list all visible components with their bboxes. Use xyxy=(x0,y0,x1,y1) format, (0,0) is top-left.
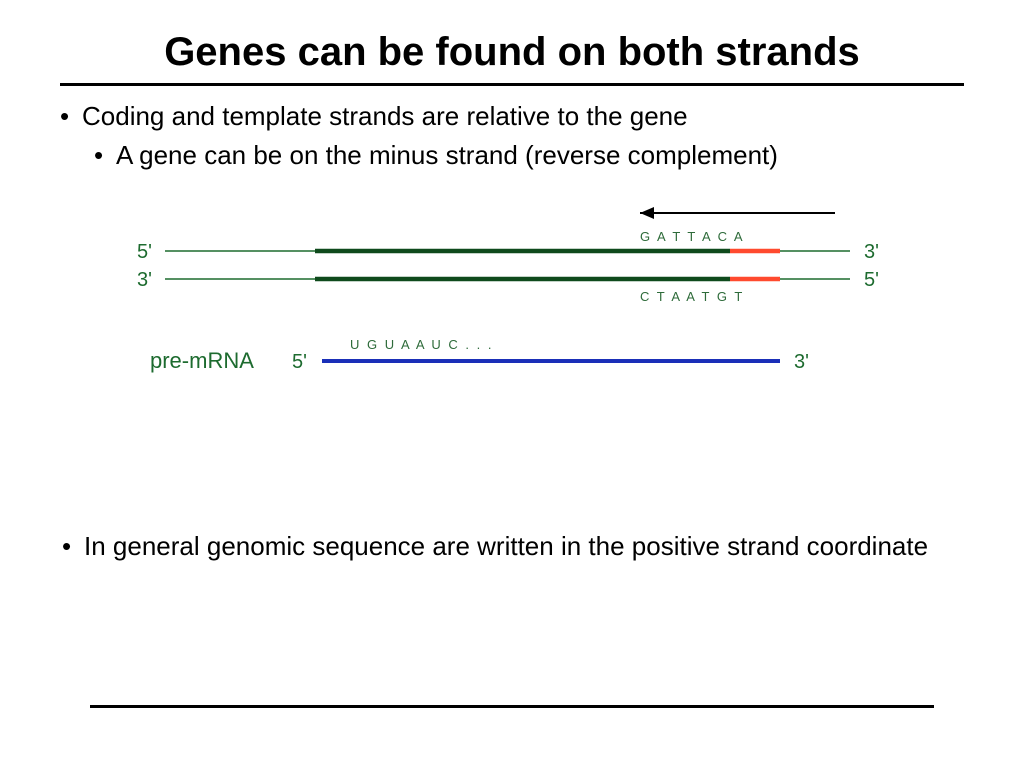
svg-text:G A T T A C A: G A T T A C A xyxy=(640,229,745,244)
svg-text:5': 5' xyxy=(137,241,152,263)
diagram-svg: G A T T A C A 5' 3' 3' 5' C T A A T G T pre-mR… xyxy=(60,191,960,411)
title-rule xyxy=(60,83,964,86)
svg-text:5': 5' xyxy=(292,351,307,373)
slide-title: Genes can be found on both strands xyxy=(60,30,964,75)
bullet-list: Coding and template strands are relative… xyxy=(60,100,964,171)
svg-text:pre-mRNA: pre-mRNA xyxy=(150,348,254,373)
svg-text:C T A A T G T: C T A A T G T xyxy=(640,289,744,304)
bottom-rule xyxy=(90,705,934,708)
bullet-3: In general genomic sequence are written … xyxy=(62,530,964,563)
strand-diagram: G A T T A C A 5' 3' 3' 5' C T A A T G T pre-mR… xyxy=(60,191,964,411)
svg-text:3': 3' xyxy=(864,241,879,263)
svg-text:5': 5' xyxy=(864,269,879,291)
svg-text:3': 3' xyxy=(137,269,152,291)
bullet-2: A gene can be on the minus strand (rever… xyxy=(94,139,964,172)
svg-text:3': 3' xyxy=(794,351,809,373)
bullet-3-wrap: In general genomic sequence are written … xyxy=(62,530,964,563)
bullet-1: Coding and template strands are relative… xyxy=(60,100,964,133)
svg-text:U G U A A U C . . .: U G U A A U C . . . xyxy=(350,337,493,352)
slide: Genes can be found on both strands Codin… xyxy=(0,0,1024,768)
